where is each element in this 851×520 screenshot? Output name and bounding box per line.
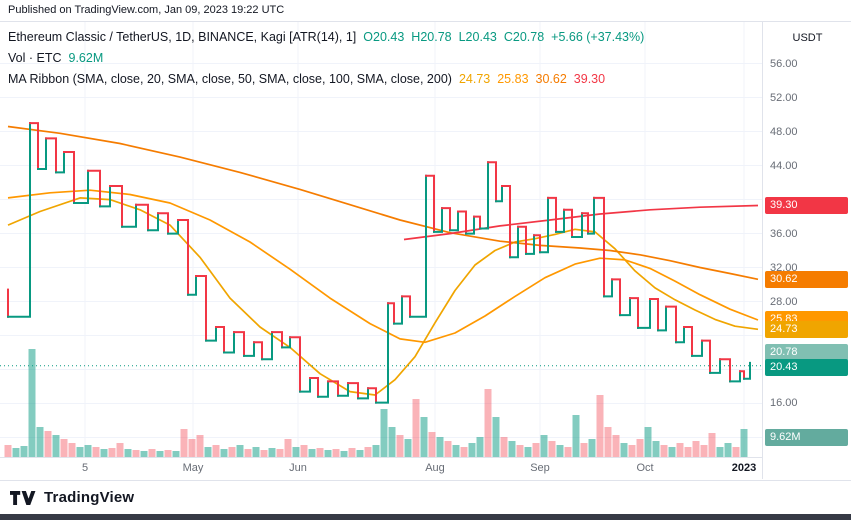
price-axis-label: 32.00: [770, 261, 798, 274]
price-axis-label: 36.00: [770, 227, 798, 240]
ma-value: 24.73: [458, 72, 491, 86]
price-axis-label: 52.00: [770, 91, 798, 104]
ma-value: 30.62: [535, 72, 567, 86]
price-badge: 39.30: [765, 197, 848, 215]
tradingview-brand[interactable]: TradingView: [10, 489, 134, 506]
price-badge: 24.73: [765, 320, 848, 338]
time-axis-label: Jun: [289, 462, 307, 474]
published-bar: Published on TradingView.com, Jan 09, 20…: [0, 0, 851, 22]
price-axis[interactable]: USDT 56.00 52.00 48.00 44.00 36.00 32.00 28.00…: [762, 22, 851, 479]
time-axis-label: Oct: [636, 462, 654, 474]
tradingview-logo: [10, 490, 36, 505]
ohlc-token: C20.78: [503, 30, 545, 44]
brand-text: TradingView: [44, 489, 135, 506]
chart-legend: Ethereum Classic / TetherUS, 1D, BINANCE…: [8, 27, 644, 90]
ma-ribbon-label: MA Ribbon (SMA, close, 20, SMA, close, 5…: [8, 72, 452, 86]
price-axis-label: 16.00: [770, 397, 798, 410]
plot-area[interactable]: [0, 22, 762, 457]
price-axis-label: 48.00: [770, 125, 798, 138]
price-axis-label: 28.00: [770, 295, 798, 308]
volume-label: Vol · ETC: [8, 51, 62, 65]
ma-value: 39.30: [573, 72, 606, 86]
time-axis-label: Aug: [425, 462, 445, 474]
symbol-title: Ethereum Classic / TetherUS, 1D, BINANCE…: [8, 30, 357, 44]
price-axis-label: 44.00: [770, 159, 798, 172]
footer: TradingView: [0, 481, 851, 514]
ohlc-token: L20.43: [458, 30, 497, 44]
time-axis-label: 2023: [731, 462, 757, 474]
price-badge: 9.62M: [765, 428, 848, 446]
ma-ribbon-values: 24.73 25.83 30.62 39.30: [452, 72, 605, 86]
price-badge: 20.78: [765, 344, 848, 362]
volume-row: Vol · ETC 9.62M: [8, 48, 644, 69]
price-badge: 20.43: [765, 359, 848, 377]
symbol-row: Ethereum Classic / TetherUS, 1D, BINANCE…: [8, 27, 644, 48]
price-axis-label: 56.00: [770, 57, 798, 70]
ma-value: 25.83: [497, 72, 529, 86]
ohlc-token: +5.66 (+37.43%): [551, 30, 645, 44]
time-axis[interactable]: 5 May Jun Aug Sep Oct 2023: [0, 457, 762, 480]
bottom-strip: [0, 514, 851, 520]
time-axis-label: Sep: [530, 462, 550, 474]
ohlc-token: H20.78: [411, 30, 452, 44]
ohlc-values: O20.43 H20.78 L20.43 C20.78 +5.66 (+37.43%): [356, 30, 644, 44]
published-text: Published on TradingView.com, Jan 09, 20…: [8, 4, 285, 16]
volume-value: 9.62M: [68, 51, 104, 65]
chart-area: Ethereum Classic / TetherUS, 1D, BINANCE…: [0, 22, 851, 481]
ohlc-token: O20.43: [363, 30, 405, 44]
time-axis-label: May: [182, 462, 204, 474]
time-axis-label: 5: [81, 462, 89, 474]
ma-ribbon-row: MA Ribbon (SMA, close, 20, SMA, close, 5…: [8, 69, 644, 90]
currency-label: USDT: [792, 32, 823, 44]
kagi-chart-svg[interactable]: [0, 22, 762, 457]
price-badge: 30.62: [765, 270, 848, 288]
